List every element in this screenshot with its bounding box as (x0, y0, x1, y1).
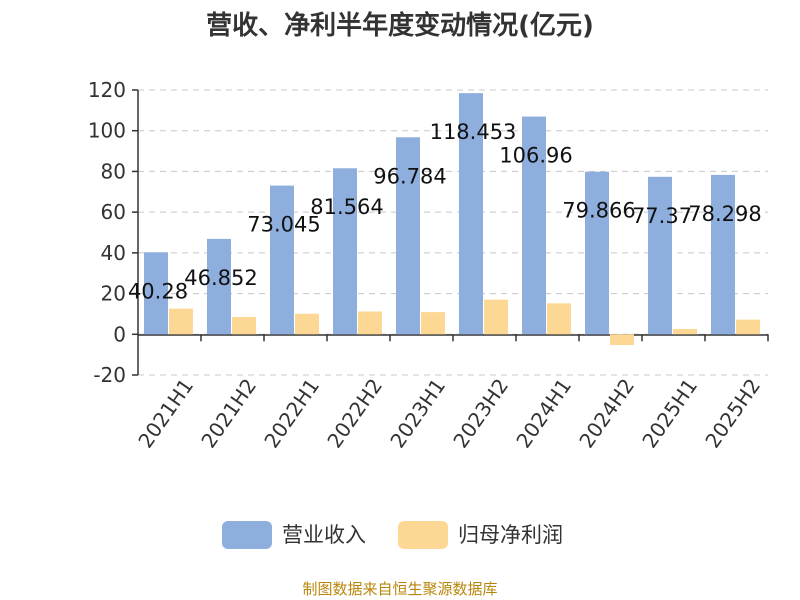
y-tick-label: 60 (101, 200, 126, 224)
bar-revenue[interactable] (270, 185, 294, 335)
bar-revenue[interactable] (144, 252, 168, 335)
x-tick-label: 2025H1 (637, 374, 702, 452)
y-tick-label: 40 (101, 241, 126, 265)
x-tick-label: 2023H2 (448, 374, 513, 452)
x-tick-labels: 2021H12021H22022H12022H22023H12023H22024… (133, 334, 769, 452)
bar-net-profit[interactable] (232, 316, 256, 335)
data-label-revenue: 79.866 (562, 199, 635, 223)
bar-revenue[interactable] (711, 174, 735, 335)
x-tick-label: 2024H1 (511, 374, 576, 452)
chart-title: 营收、净利半年度变动情况(亿元) (206, 10, 594, 41)
legend-label-net-profit[interactable]: 归母净利润 (458, 523, 563, 547)
legend-swatch-revenue[interactable] (222, 521, 272, 549)
legend-swatch-net-profit[interactable] (398, 521, 448, 549)
data-label-revenue: 78.298 (688, 202, 761, 226)
data-label-revenue: 73.045 (247, 213, 320, 237)
legend-label-revenue[interactable]: 营业收入 (282, 523, 366, 547)
x-tick-label: 2024H2 (574, 374, 639, 452)
bars (144, 93, 760, 346)
data-label-revenue: 81.564 (310, 195, 383, 219)
y-tick-label: 20 (101, 282, 126, 306)
data-label-revenue: 96.784 (373, 164, 446, 188)
y-tick-label: 120 (88, 78, 126, 102)
bar-net-profit[interactable] (610, 334, 634, 346)
bar-net-profit[interactable] (421, 312, 445, 335)
bar-net-profit[interactable] (484, 299, 508, 335)
bar-revenue[interactable] (396, 137, 420, 335)
bar-revenue[interactable] (648, 176, 672, 335)
x-tick-label: 2022H2 (322, 374, 387, 452)
data-label-revenue: 40.28 (128, 279, 188, 303)
bar-revenue[interactable] (207, 238, 231, 335)
bar-revenue[interactable] (585, 171, 609, 335)
data-label-revenue: 77.37 (632, 204, 692, 228)
bar-net-profit[interactable] (358, 311, 382, 335)
y-tick-label: -20 (93, 363, 126, 387)
bar-revenue[interactable] (459, 93, 483, 335)
x-tick-label: 2023H1 (385, 374, 450, 452)
bar-revenue[interactable] (333, 168, 357, 335)
y-tick-label: 100 (88, 119, 126, 143)
y-tick-label: 80 (101, 159, 126, 183)
source-note: 制图数据来自恒生聚源数据库 (302, 580, 497, 598)
x-tick-label: 2021H2 (196, 374, 261, 452)
bar-net-profit[interactable] (736, 319, 760, 335)
legend: 营业收入 归母净利润 (222, 521, 563, 549)
bar-net-profit[interactable] (169, 308, 193, 335)
x-tick-label: 2025H2 (700, 374, 765, 452)
data-label-revenue: 118.453 (430, 120, 517, 144)
y-tick-labels: 120 100 80 60 40 20 0 -20 (88, 78, 138, 387)
bar-net-profit[interactable] (673, 328, 697, 335)
bar-net-profit[interactable] (295, 313, 319, 335)
bar-net-profit[interactable] (547, 303, 571, 335)
data-label-revenue: 46.852 (184, 266, 257, 290)
data-label-revenue: 106.96 (499, 144, 572, 168)
x-tick-label: 2021H1 (133, 374, 198, 452)
bar-revenue[interactable] (522, 116, 546, 335)
x-tick-label: 2022H1 (259, 374, 324, 452)
y-tick-label: 0 (113, 322, 126, 346)
